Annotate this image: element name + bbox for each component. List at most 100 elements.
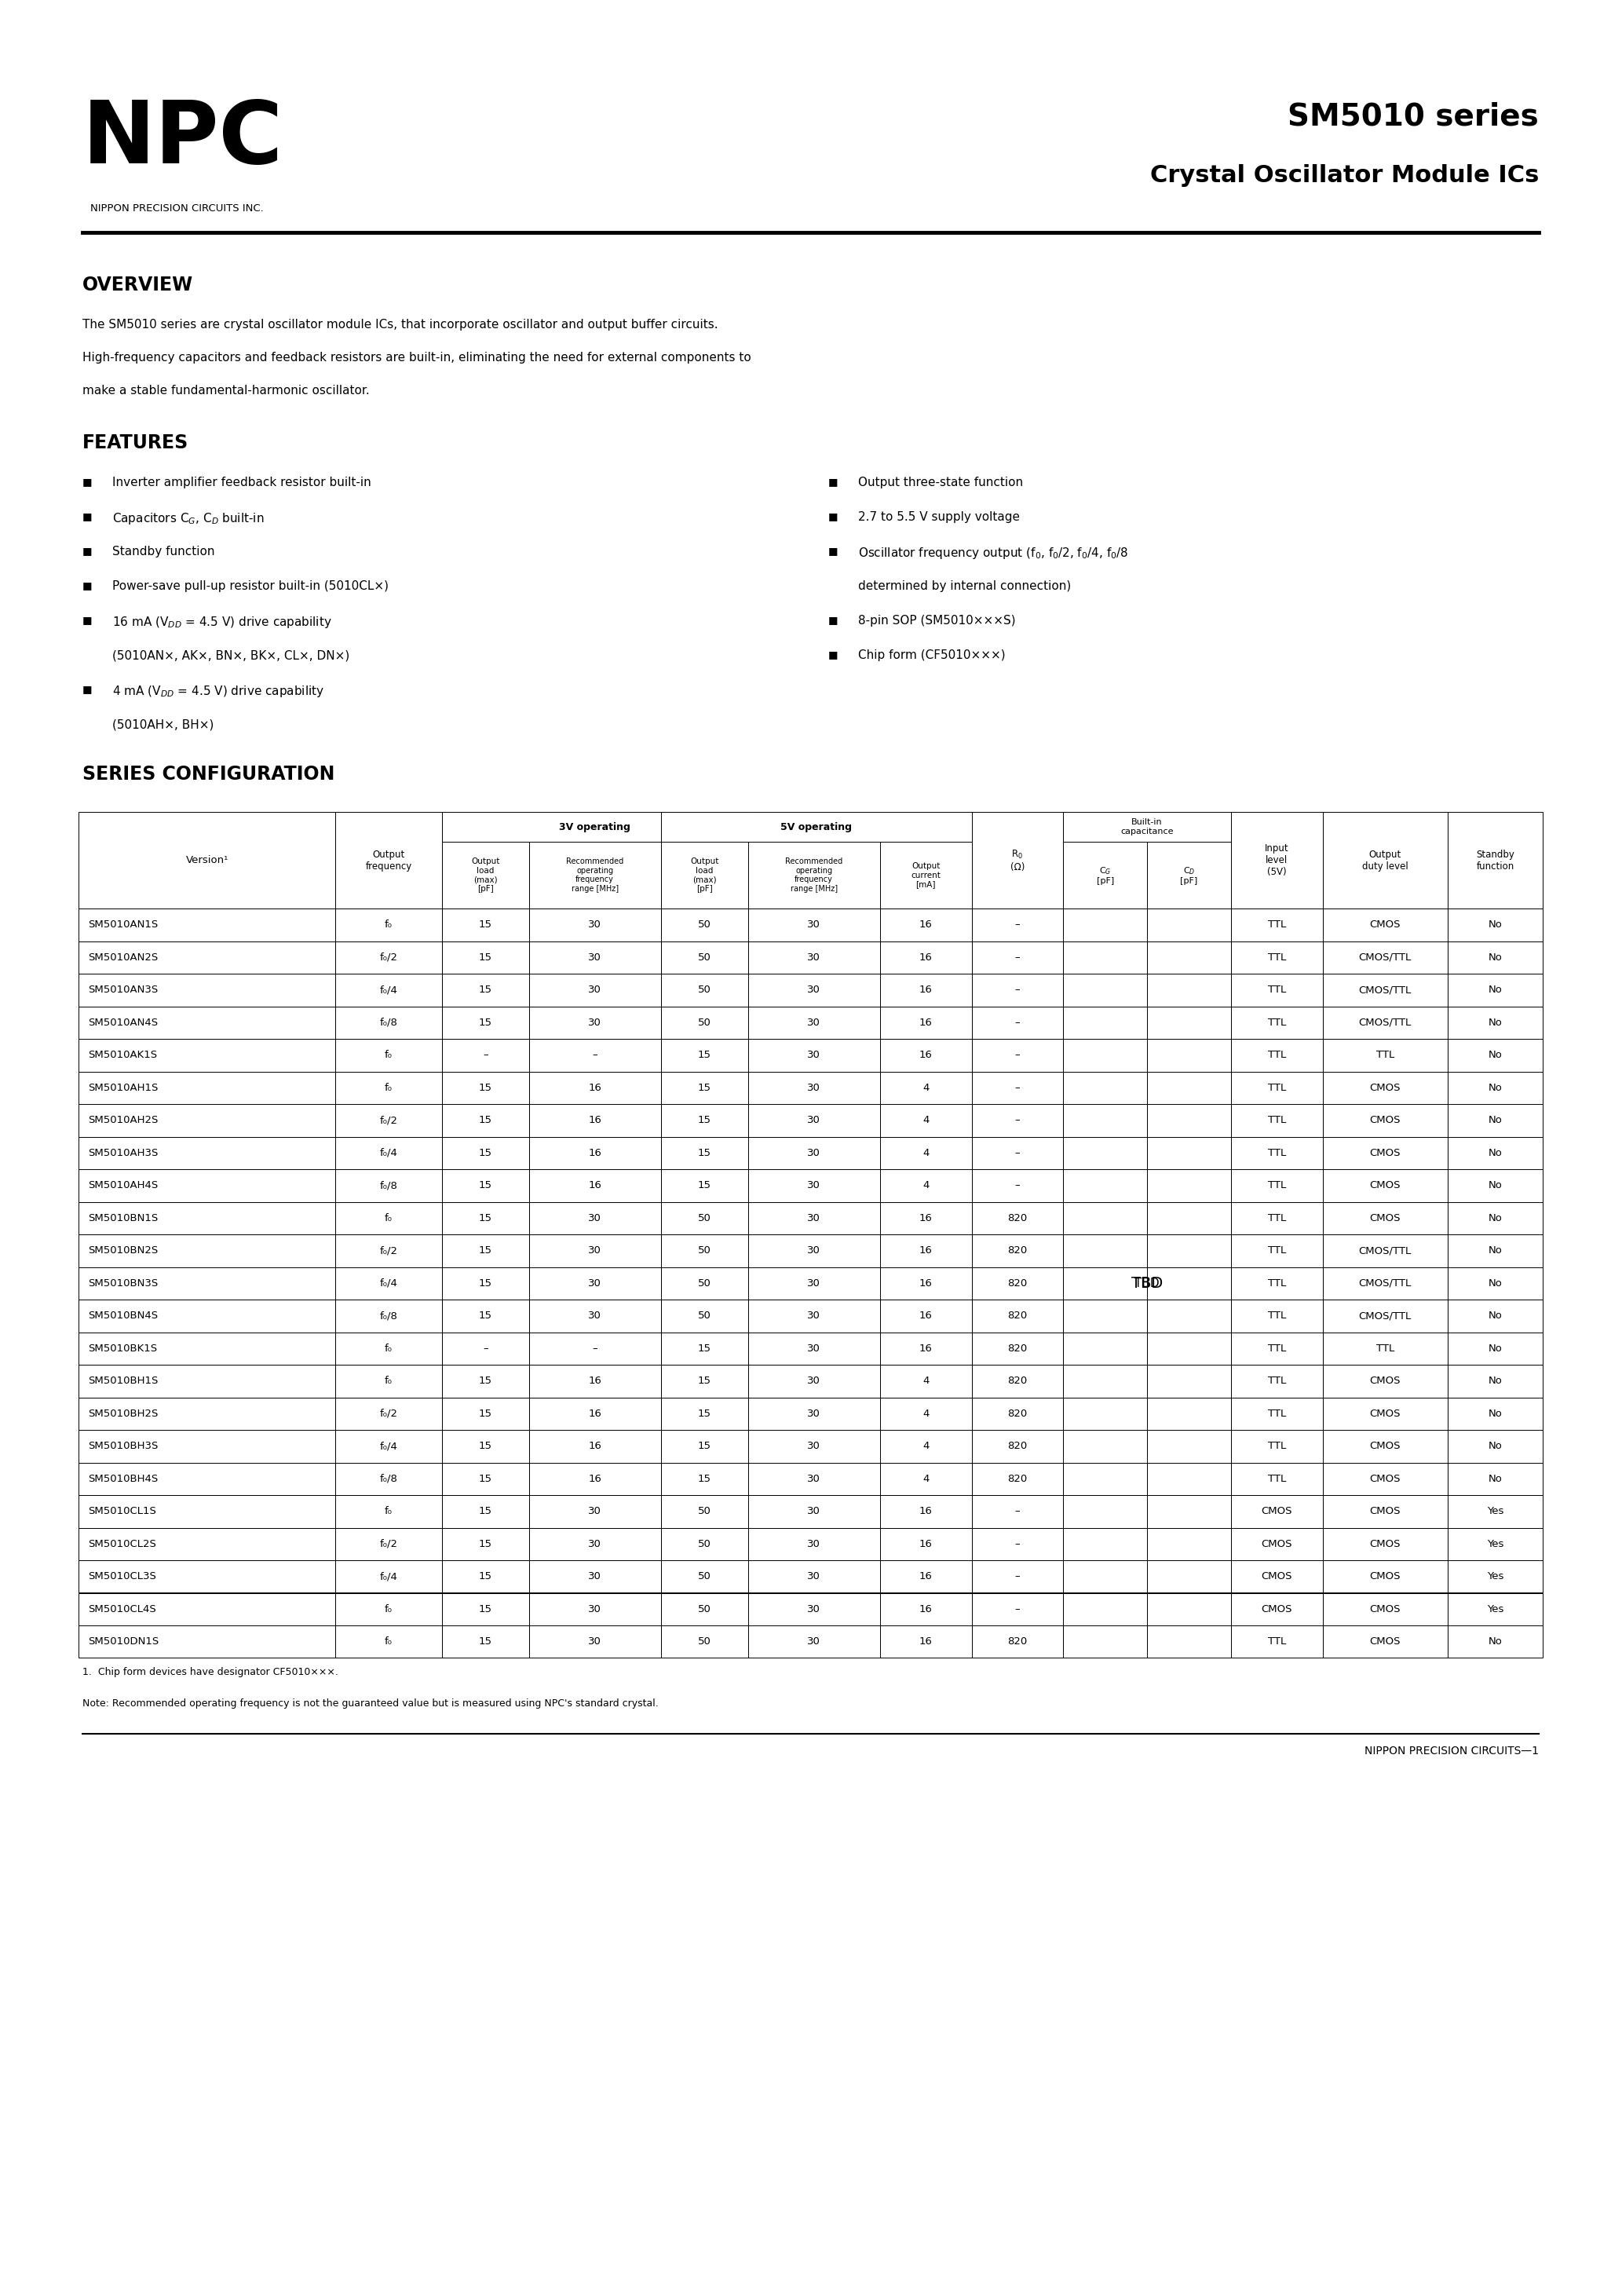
- Text: CMOS: CMOS: [1369, 1570, 1401, 1582]
- Text: NIPPON PRECISION CIRCUITS INC.: NIPPON PRECISION CIRCUITS INC.: [91, 204, 264, 214]
- Text: ■: ■: [829, 478, 839, 487]
- Bar: [1062, 1006, 1147, 1038]
- Text: ■: ■: [829, 546, 839, 556]
- Bar: [336, 1267, 441, 1300]
- Bar: [972, 1006, 1062, 1038]
- Bar: [748, 1104, 879, 1137]
- Text: 16: 16: [920, 1017, 933, 1029]
- Bar: [1147, 974, 1231, 1006]
- Bar: [879, 1137, 972, 1169]
- Text: 30: 30: [808, 1538, 821, 1550]
- Bar: [336, 1201, 441, 1235]
- Text: f₀: f₀: [384, 1375, 393, 1387]
- Text: ■: ■: [83, 581, 92, 590]
- Bar: [1147, 1169, 1231, 1201]
- Bar: [748, 941, 879, 974]
- Bar: [78, 974, 336, 1006]
- Text: TTL: TTL: [1267, 1474, 1286, 1483]
- Bar: [660, 1364, 748, 1398]
- Bar: [972, 1364, 1062, 1398]
- Bar: [748, 1006, 879, 1038]
- Bar: [1231, 1626, 1322, 1658]
- Text: 5V operating: 5V operating: [780, 822, 852, 831]
- Text: f₀/4: f₀/4: [380, 1279, 397, 1288]
- Text: 30: 30: [589, 1570, 602, 1582]
- Bar: [1147, 1038, 1231, 1072]
- Bar: [1231, 1006, 1322, 1038]
- Bar: [1231, 1495, 1322, 1527]
- Bar: [972, 1137, 1062, 1169]
- Text: TTL: TTL: [1267, 1407, 1286, 1419]
- Bar: [972, 1561, 1062, 1593]
- Text: 16: 16: [920, 1311, 933, 1320]
- Bar: [1322, 1104, 1448, 1137]
- Bar: [748, 1626, 879, 1658]
- Text: CMOS: CMOS: [1369, 1538, 1401, 1550]
- Bar: [660, 1137, 748, 1169]
- Bar: [1147, 1267, 1231, 1300]
- Text: 30: 30: [808, 953, 821, 962]
- Bar: [1448, 1137, 1543, 1169]
- Bar: [441, 1104, 529, 1137]
- Text: –: –: [1015, 953, 1020, 962]
- Bar: [972, 1430, 1062, 1463]
- Bar: [529, 1364, 660, 1398]
- Text: –: –: [1015, 1538, 1020, 1550]
- Text: 16: 16: [920, 1538, 933, 1550]
- Bar: [1322, 1463, 1448, 1495]
- Bar: [972, 1300, 1062, 1332]
- Text: No: No: [1489, 921, 1502, 930]
- Text: SM5010BN1S: SM5010BN1S: [88, 1212, 157, 1224]
- Text: f₀/2: f₀/2: [380, 1244, 397, 1256]
- Text: –: –: [592, 1049, 597, 1061]
- Bar: [1062, 1235, 1147, 1267]
- Text: 30: 30: [808, 1180, 821, 1192]
- Bar: [336, 1463, 441, 1495]
- Bar: [78, 1626, 336, 1658]
- Text: 30: 30: [808, 1279, 821, 1288]
- Bar: [441, 1169, 529, 1201]
- Text: (5010AN×, AK×, BN×, BK×, CL×, DN×): (5010AN×, AK×, BN×, BK×, CL×, DN×): [112, 650, 350, 661]
- Text: CMOS: CMOS: [1369, 921, 1401, 930]
- Bar: [1448, 941, 1543, 974]
- Bar: [748, 1463, 879, 1495]
- Bar: [1062, 1072, 1147, 1104]
- Text: (5010AH×, BH×): (5010AH×, BH×): [112, 719, 214, 730]
- Text: f₀/4: f₀/4: [380, 1442, 397, 1451]
- Bar: [879, 1495, 972, 1527]
- Bar: [78, 1235, 336, 1267]
- Text: CMOS/TTL: CMOS/TTL: [1359, 1244, 1411, 1256]
- Bar: [660, 1235, 748, 1267]
- Text: No: No: [1489, 1407, 1502, 1419]
- Text: CMOS: CMOS: [1369, 1506, 1401, 1515]
- Bar: [1062, 1495, 1147, 1527]
- Bar: [441, 1626, 529, 1658]
- Bar: [1147, 1332, 1231, 1364]
- Text: 15: 15: [697, 1148, 710, 1157]
- Bar: [441, 1332, 529, 1364]
- Text: Inverter amplifier feedback resistor built-in: Inverter amplifier feedback resistor bui…: [112, 478, 371, 489]
- Bar: [336, 1430, 441, 1463]
- Text: 16: 16: [920, 953, 933, 962]
- Text: 820: 820: [1007, 1407, 1027, 1419]
- Text: 15: 15: [478, 1180, 491, 1192]
- Bar: [660, 941, 748, 974]
- Bar: [1147, 1593, 1231, 1626]
- Text: 820: 820: [1007, 1311, 1027, 1320]
- Text: Yes: Yes: [1487, 1506, 1504, 1515]
- Bar: [78, 1201, 336, 1235]
- Text: 15: 15: [697, 1084, 710, 1093]
- Text: CMOS/TTL: CMOS/TTL: [1359, 985, 1411, 994]
- Bar: [1448, 1169, 1543, 1201]
- Bar: [1448, 1593, 1543, 1626]
- Bar: [1062, 1561, 1147, 1593]
- Text: 30: 30: [808, 985, 821, 994]
- Text: Output three-state function: Output three-state function: [858, 478, 1023, 489]
- Bar: [1448, 1626, 1543, 1658]
- Text: –: –: [1015, 1605, 1020, 1614]
- Bar: [1062, 1137, 1147, 1169]
- Text: TTL: TTL: [1267, 1637, 1286, 1646]
- Text: 15: 15: [478, 1116, 491, 1125]
- Text: 820: 820: [1007, 1375, 1027, 1387]
- Bar: [1231, 1300, 1322, 1332]
